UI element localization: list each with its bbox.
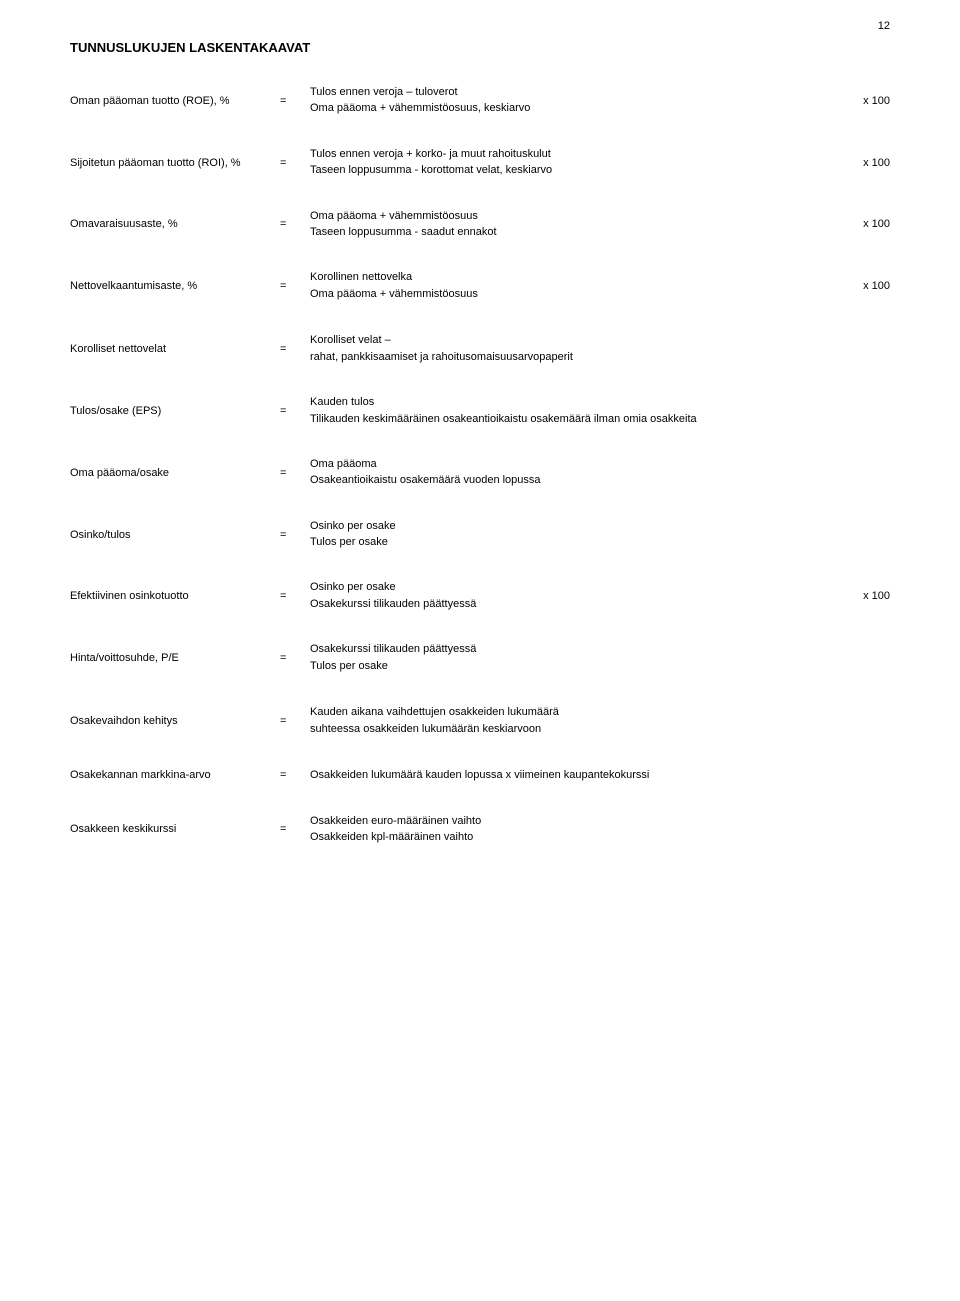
- formula-label: Osakekannan markkina-arvo: [70, 769, 280, 781]
- page-title: TUNNUSLUKUJEN LASKENTAKAAVAT: [70, 40, 890, 55]
- equals-sign: =: [280, 343, 310, 355]
- numerator: Oma pääoma: [310, 457, 541, 472]
- formula-label: Oma pääoma/osake: [70, 467, 280, 479]
- plain-definition: Osakkeiden lukumäärä kauden lopussa x vi…: [310, 767, 840, 784]
- denominator: Osakeantioikaistu osakemäärä vuoden lopu…: [310, 473, 541, 488]
- equals-sign: =: [280, 823, 310, 835]
- fraction: Tulos ennen veroja + korko- ja muut raho…: [310, 147, 552, 179]
- denominator: Tulos per osake: [310, 659, 540, 674]
- formula-right: Oma pääoma + vähemmistöosuus––––––––––––…: [310, 209, 840, 241]
- page-number: 12: [878, 20, 890, 32]
- formula-suffix: x 100: [840, 280, 890, 292]
- formula-right: Osakkeiden lukumäärä kauden lopussa x vi…: [310, 767, 840, 784]
- plain-line: Osakkeiden lukumäärä kauden lopussa x vi…: [310, 767, 840, 784]
- numerator: Osakkeiden euro-määräinen vaihto: [310, 814, 530, 829]
- numerator: Oma pääoma + vähemmistöosuus: [310, 209, 540, 224]
- denominator: Osakekurssi tilikauden päättyessä: [310, 597, 571, 612]
- plain-definition: Kauden aikana vaihdettujen osakkeiden lu…: [310, 704, 840, 737]
- formula-right: Korolliset velat –rahat, pankkisaamiset …: [310, 332, 840, 365]
- formula-label: Sijoitetun pääoman tuotto (ROI), %: [70, 157, 280, 169]
- formula-row: Sijoitetun pääoman tuotto (ROI), %=Tulos…: [70, 147, 890, 179]
- denominator: Oma pääoma + vähemmistöosuus, keskiarvo: [310, 101, 530, 116]
- formula-row: Tulos/osake (EPS)=Kauden tulos––––––––––…: [70, 395, 890, 427]
- equals-sign: =: [280, 769, 310, 781]
- numerator: Tulos ennen veroja + korko- ja muut raho…: [310, 147, 552, 162]
- equals-sign: =: [280, 715, 310, 727]
- formula-suffix: x 100: [840, 218, 890, 230]
- formula-right: Osakekurssi tilikauden päättyessä–––––––…: [310, 642, 840, 674]
- formula-row: Osakkeen keskikurssi=Osakkeiden euro-mää…: [70, 814, 890, 846]
- fraction: Osakkeiden euro-määräinen vaihto––––––––…: [310, 814, 530, 846]
- numerator: Osinko per osake: [310, 519, 545, 534]
- equals-sign: =: [280, 157, 310, 169]
- page: 12 TUNNUSLUKUJEN LASKENTAKAAVAT Oman pää…: [0, 0, 960, 915]
- formula-label: Oman pääoman tuotto (ROE), %: [70, 95, 280, 107]
- formula-row: Nettovelkaantumisaste, %=Korollinen nett…: [70, 270, 890, 302]
- formula-label: Tulos/osake (EPS): [70, 405, 280, 417]
- fraction: Osinko per osake––––––––––––––––––––––––…: [310, 580, 571, 612]
- numerator: Osinko per osake: [310, 580, 571, 595]
- numerator: Osakekurssi tilikauden päättyessä: [310, 642, 540, 657]
- formula-label: Omavaraisuusaste, %: [70, 218, 280, 230]
- plain-line: suhteessa osakkeiden lukumäärän keskiarv…: [310, 721, 840, 738]
- formula-suffix: x 100: [840, 590, 890, 602]
- formula-row: Hinta/voittosuhde, P/E=Osakekurssi tilik…: [70, 642, 890, 674]
- formula-right: Tulos ennen veroja + korko- ja muut raho…: [310, 147, 840, 179]
- formula-row: Oman pääoman tuotto (ROE), %=Tulos ennen…: [70, 85, 890, 117]
- formula-label: Efektiivinen osinkotuotto: [70, 590, 280, 602]
- denominator: Tilikauden keskimääräinen osakeantioikai…: [310, 412, 697, 427]
- formula-row: Efektiivinen osinkotuotto=Osinko per osa…: [70, 580, 890, 612]
- fraction: Osinko per osake––––––––––––––––––––––––…: [310, 519, 545, 551]
- formula-row: Korolliset nettovelat=Korolliset velat –…: [70, 332, 890, 365]
- plain-definition: Korolliset velat –rahat, pankkisaamiset …: [310, 332, 840, 365]
- fraction: Tulos ennen veroja – tuloverot––––––––––…: [310, 85, 530, 117]
- equals-sign: =: [280, 218, 310, 230]
- numerator: Kauden tulos: [310, 395, 697, 410]
- fraction: Korollinen nettovelka–––––––––––––––––––…: [310, 270, 556, 302]
- formula-label: Osakkeen keskikurssi: [70, 823, 280, 835]
- formula-suffix: x 100: [840, 95, 890, 107]
- fraction: Osakekurssi tilikauden päättyessä–––––––…: [310, 642, 540, 674]
- formula-right: Korollinen nettovelka–––––––––––––––––––…: [310, 270, 840, 302]
- fraction: Kauden tulos––––––––––––––––––––––––––––…: [310, 395, 697, 427]
- formula-list: Oman pääoman tuotto (ROE), %=Tulos ennen…: [70, 85, 890, 845]
- formula-row: Oma pääoma/osake=Oma pääoma–––––––––––––…: [70, 457, 890, 489]
- formula-row: Osakekannan markkina-arvo=Osakkeiden luk…: [70, 767, 890, 784]
- formula-right: Kauden tulos––––––––––––––––––––––––––––…: [310, 395, 840, 427]
- formula-right: Osakkeiden euro-määräinen vaihto––––––––…: [310, 814, 840, 846]
- formula-label: Korolliset nettovelat: [70, 343, 280, 355]
- formula-suffix: x 100: [840, 157, 890, 169]
- plain-line: Korolliset velat –: [310, 332, 840, 349]
- formula-label: Hinta/voittosuhde, P/E: [70, 652, 280, 664]
- formula-right: Kauden aikana vaihdettujen osakkeiden lu…: [310, 704, 840, 737]
- equals-sign: =: [280, 405, 310, 417]
- equals-sign: =: [280, 280, 310, 292]
- denominator: Taseen loppusumma - korottomat velat, ke…: [310, 163, 552, 178]
- equals-sign: =: [280, 529, 310, 541]
- numerator: Tulos ennen veroja – tuloverot: [310, 85, 530, 100]
- formula-label: Osakevaihdon kehitys: [70, 715, 280, 727]
- formula-right: Osinko per osake––––––––––––––––––––––––…: [310, 519, 840, 551]
- denominator: Taseen loppusumma - saadut ennakot: [310, 225, 540, 240]
- plain-line: Kauden aikana vaihdettujen osakkeiden lu…: [310, 704, 840, 721]
- equals-sign: =: [280, 590, 310, 602]
- equals-sign: =: [280, 95, 310, 107]
- denominator: Oma pääoma + vähemmistöosuus: [310, 287, 556, 302]
- formula-label: Osinko/tulos: [70, 529, 280, 541]
- numerator: Korollinen nettovelka: [310, 270, 556, 285]
- formula-row: Omavaraisuusaste, %=Oma pääoma + vähemmi…: [70, 209, 890, 241]
- denominator: Tulos per osake: [310, 535, 545, 550]
- formula-label: Nettovelkaantumisaste, %: [70, 280, 280, 292]
- equals-sign: =: [280, 467, 310, 479]
- fraction: Oma pääoma––––––––––––––––––––––––––––––…: [310, 457, 541, 489]
- denominator: Osakkeiden kpl-määräinen vaihto: [310, 830, 530, 845]
- plain-line: rahat, pankkisaamiset ja rahoitusomaisuu…: [310, 349, 840, 366]
- formula-row: Osinko/tulos=Osinko per osake–––––––––––…: [70, 519, 890, 551]
- equals-sign: =: [280, 652, 310, 664]
- formula-right: Tulos ennen veroja – tuloverot––––––––––…: [310, 85, 840, 117]
- formula-right: Oma pääoma––––––––––––––––––––––––––––––…: [310, 457, 840, 489]
- formula-right: Osinko per osake––––––––––––––––––––––––…: [310, 580, 840, 612]
- fraction: Oma pääoma + vähemmistöosuus––––––––––––…: [310, 209, 540, 241]
- formula-row: Osakevaihdon kehitys=Kauden aikana vaihd…: [70, 704, 890, 737]
